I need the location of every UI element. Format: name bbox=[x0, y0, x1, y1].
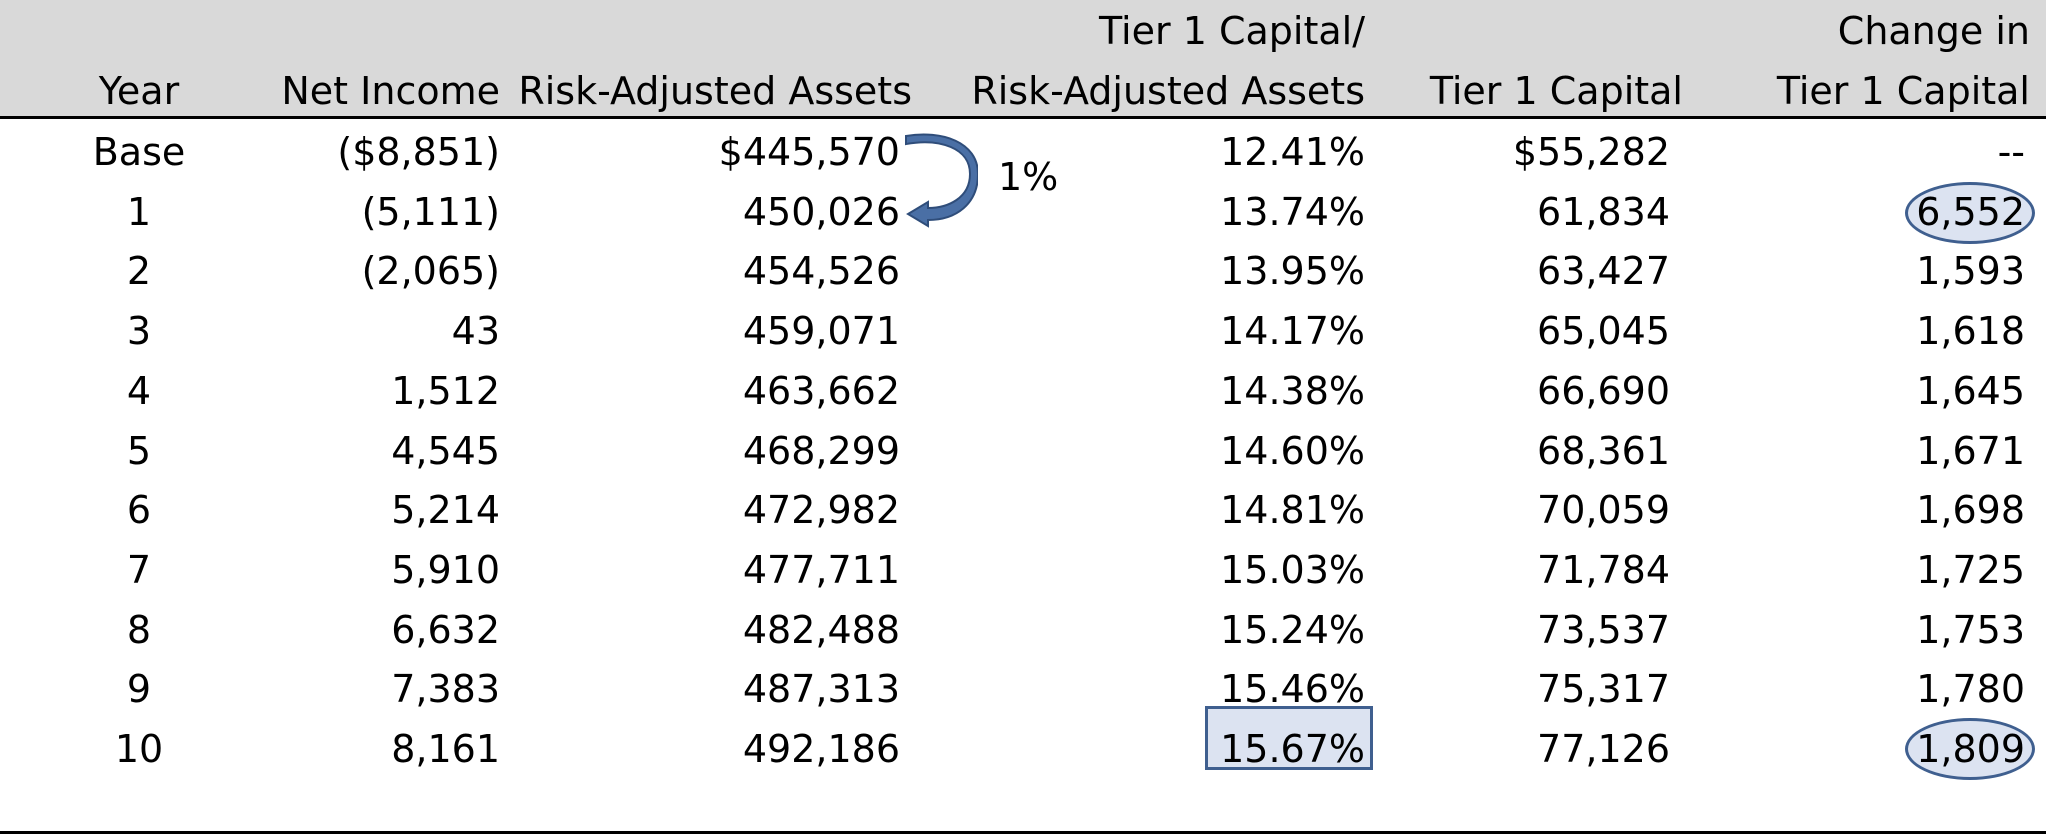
cell-risk-adjusted-assets: 459,071 bbox=[742, 309, 900, 353]
cell-ratio: 13.74% bbox=[1220, 190, 1365, 234]
cell-net-income: 1,512 bbox=[391, 369, 500, 413]
cell-net-income: (5,111) bbox=[361, 190, 500, 234]
cell-net-income: (2,065) bbox=[361, 249, 500, 293]
cell-risk-adjusted-assets: 487,313 bbox=[742, 667, 900, 711]
header-ratio-line2: Risk-Adjusted Assets bbox=[971, 69, 1365, 113]
cell-ratio: 14.81% bbox=[1220, 488, 1365, 532]
cell-risk-adjusted-assets: 454,526 bbox=[742, 249, 900, 293]
cell-year: 2 bbox=[126, 249, 152, 293]
cell-net-income: 6,632 bbox=[391, 608, 500, 652]
cell-net-income: 7,383 bbox=[391, 667, 500, 711]
cell-change-tier1: -- bbox=[1997, 130, 2025, 174]
cell-tier1-capital: 61,834 bbox=[1537, 190, 1670, 234]
header-change-line2: Tier 1 Capital bbox=[1776, 69, 2030, 113]
cell-year: 3 bbox=[126, 309, 152, 353]
cell-change-tier1: 1,645 bbox=[1916, 369, 2025, 413]
cell-change-tier1: 1,725 bbox=[1916, 548, 2025, 592]
cell-tier1-capital: 70,059 bbox=[1537, 488, 1670, 532]
cell-risk-adjusted-assets: 477,711 bbox=[742, 548, 900, 592]
cell-tier1-capital: 73,537 bbox=[1537, 608, 1670, 652]
header-ratio-line1: Tier 1 Capital/ bbox=[1099, 9, 1365, 53]
cell-year: 1 bbox=[126, 190, 152, 234]
cell-ratio: 12.41% bbox=[1220, 130, 1365, 174]
cell-tier1-capital: 63,427 bbox=[1537, 249, 1670, 293]
cell-risk-adjusted-assets: 472,982 bbox=[742, 488, 900, 532]
cell-year: 4 bbox=[126, 369, 152, 413]
cell-tier1-capital: 71,784 bbox=[1537, 548, 1670, 592]
cell-net-income: 43 bbox=[451, 309, 500, 353]
cell-net-income: 8,161 bbox=[391, 727, 500, 771]
cell-risk-adjusted-assets: 468,299 bbox=[742, 429, 900, 473]
cell-tier1-capital: $55,282 bbox=[1512, 130, 1670, 174]
header-year: Year bbox=[98, 69, 180, 113]
cell-change-tier1: 1,809 bbox=[1916, 727, 2025, 771]
cell-risk-adjusted-assets: 463,662 bbox=[742, 369, 900, 413]
cell-risk-adjusted-assets: 450,026 bbox=[742, 190, 900, 234]
cell-ratio: 15.46% bbox=[1220, 667, 1365, 711]
cell-year: 7 bbox=[126, 548, 152, 592]
curved-arrow-icon bbox=[905, 133, 978, 228]
cell-net-income: 5,214 bbox=[391, 488, 500, 532]
cell-net-income: 5,910 bbox=[391, 548, 500, 592]
header-rule bbox=[0, 116, 2046, 119]
cell-year: Base bbox=[92, 130, 186, 174]
cell-ratio: 15.67% bbox=[1220, 727, 1365, 771]
bottom-rule bbox=[0, 831, 2046, 834]
cell-tier1-capital: 77,126 bbox=[1537, 727, 1670, 771]
cell-ratio: 13.95% bbox=[1220, 249, 1365, 293]
growth-rate-note: 1% bbox=[998, 155, 1059, 199]
cell-tier1-capital: 68,361 bbox=[1537, 429, 1670, 473]
cell-tier1-capital: 65,045 bbox=[1537, 309, 1670, 353]
cell-risk-adjusted-assets: 482,488 bbox=[742, 608, 900, 652]
cell-risk-adjusted-assets: 492,186 bbox=[742, 727, 900, 771]
cell-net-income: ($8,851) bbox=[337, 130, 500, 174]
cell-change-tier1: 1,593 bbox=[1916, 249, 2025, 293]
header-change-line1: Change in bbox=[1837, 9, 2030, 53]
cell-ratio: 15.03% bbox=[1220, 548, 1365, 592]
cell-change-tier1: 1,671 bbox=[1916, 429, 2025, 473]
cell-year: 10 bbox=[114, 727, 164, 771]
cell-year: 6 bbox=[126, 488, 152, 532]
change-highlight-ellipse-year1 bbox=[1905, 182, 2035, 244]
cell-ratio: 15.24% bbox=[1220, 608, 1365, 652]
cell-year: 5 bbox=[126, 429, 152, 473]
cell-ratio: 14.17% bbox=[1220, 309, 1365, 353]
cell-change-tier1: 1,780 bbox=[1916, 667, 2025, 711]
cell-change-tier1: 1,698 bbox=[1916, 488, 2025, 532]
cell-tier1-capital: 66,690 bbox=[1537, 369, 1670, 413]
cell-net-income: 4,545 bbox=[391, 429, 500, 473]
cell-year: 8 bbox=[126, 608, 152, 652]
cell-change-tier1: 6,552 bbox=[1916, 190, 2025, 234]
header-net-income: Net Income bbox=[281, 69, 500, 113]
cell-tier1-capital: 75,317 bbox=[1537, 667, 1670, 711]
header-band bbox=[0, 0, 2046, 118]
cell-change-tier1: 1,753 bbox=[1916, 608, 2025, 652]
cell-ratio: 14.60% bbox=[1220, 429, 1365, 473]
cell-risk-adjusted-assets: $445,570 bbox=[718, 130, 900, 174]
cell-ratio: 14.38% bbox=[1220, 369, 1365, 413]
change-highlight-ellipse-year10 bbox=[1905, 718, 2035, 780]
ratio-highlight-box bbox=[1205, 706, 1373, 770]
header-tier1-capital: Tier 1 Capital bbox=[1429, 69, 1683, 113]
cell-year: 9 bbox=[126, 667, 152, 711]
header-risk-adjusted-assets: Risk-Adjusted Assets bbox=[518, 69, 912, 113]
cell-change-tier1: 1,618 bbox=[1916, 309, 2025, 353]
